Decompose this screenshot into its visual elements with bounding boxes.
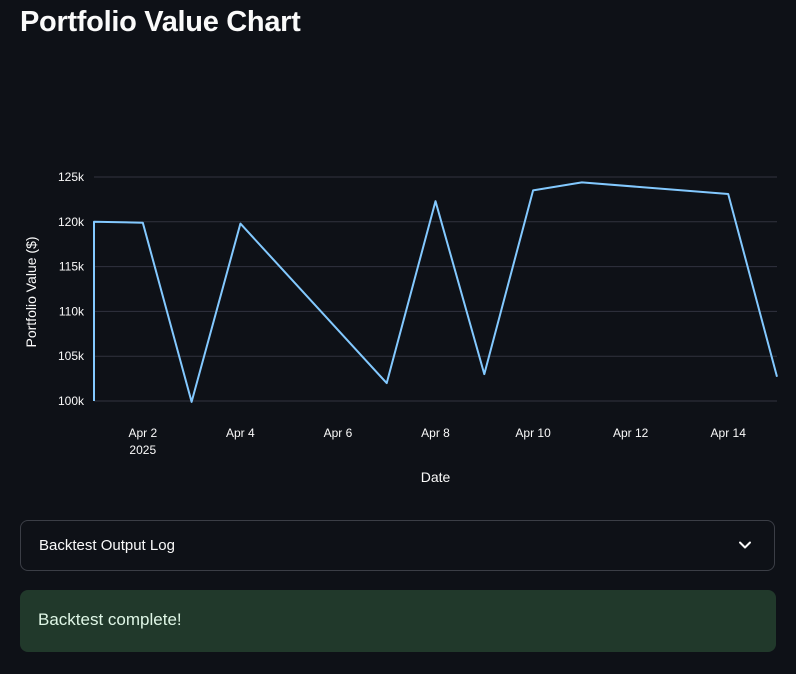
x-tick-label: Apr 8 — [421, 426, 450, 440]
expander-label: Backtest Output Log — [39, 537, 175, 554]
x-axis-title: Date — [421, 469, 451, 485]
x-tick-label: Apr 10 — [515, 426, 551, 440]
x-tick-sublabel: 2025 — [129, 443, 156, 457]
series-line-layer — [93, 181, 778, 403]
page-title: Portfolio Value Chart — [20, 6, 301, 38]
series-line[interactable] — [93, 181, 778, 403]
y-tick-label: 110k — [59, 304, 85, 318]
y-tick-label: 115k — [59, 260, 85, 274]
backtest-log-expander[interactable]: Backtest Output Log — [20, 520, 775, 571]
x-tick-label: Apr 4 — [226, 426, 255, 440]
x-tick-label: Apr 6 — [324, 426, 353, 440]
x-tick-label: Apr 12 — [613, 426, 649, 440]
grid-lines — [94, 176, 777, 402]
y-axis-title: Portfolio Value ($) — [23, 236, 39, 347]
y-tick-label: 120k — [58, 215, 85, 229]
alert-message: Backtest complete! — [38, 610, 182, 629]
success-alert: Backtest complete! — [20, 590, 776, 652]
x-tick-label: Apr 2 — [128, 426, 157, 440]
chevron-down-icon[interactable] — [738, 538, 752, 552]
y-tick-label: 100k — [58, 394, 85, 408]
y-tick-label: 105k — [58, 349, 85, 363]
y-axis-ticks: 100k 105k 110k 115k 120k 125k — [58, 170, 85, 408]
x-tick-label: Apr 14 — [711, 426, 747, 440]
y-tick-label: 125k — [58, 170, 85, 184]
x-axis-ticks: Apr 2 2025 Apr 4 Apr 6 Apr 8 Apr 10 Apr 12 Apr … — [128, 426, 746, 457]
